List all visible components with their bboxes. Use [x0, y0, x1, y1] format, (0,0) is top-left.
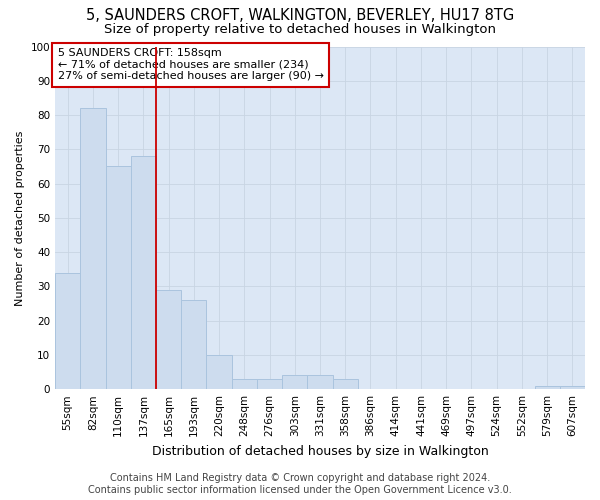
- Bar: [181, 300, 206, 389]
- Bar: [282, 376, 307, 389]
- Bar: [257, 379, 282, 389]
- Bar: [535, 386, 560, 389]
- Text: 5, SAUNDERS CROFT, WALKINGTON, BEVERLEY, HU17 8TG: 5, SAUNDERS CROFT, WALKINGTON, BEVERLEY,…: [86, 8, 514, 22]
- X-axis label: Distribution of detached houses by size in Walkington: Distribution of detached houses by size …: [152, 444, 488, 458]
- Bar: [332, 379, 358, 389]
- Bar: [560, 386, 585, 389]
- Bar: [131, 156, 156, 389]
- Bar: [206, 355, 232, 389]
- Y-axis label: Number of detached properties: Number of detached properties: [15, 130, 25, 306]
- Text: 5 SAUNDERS CROFT: 158sqm
← 71% of detached houses are smaller (234)
27% of semi-: 5 SAUNDERS CROFT: 158sqm ← 71% of detach…: [58, 48, 323, 82]
- Bar: [232, 379, 257, 389]
- Bar: [80, 108, 106, 389]
- Bar: [106, 166, 131, 389]
- Bar: [156, 290, 181, 389]
- Text: Size of property relative to detached houses in Walkington: Size of property relative to detached ho…: [104, 22, 496, 36]
- Bar: [307, 376, 332, 389]
- Bar: [55, 272, 80, 389]
- Text: Contains HM Land Registry data © Crown copyright and database right 2024.
Contai: Contains HM Land Registry data © Crown c…: [88, 474, 512, 495]
